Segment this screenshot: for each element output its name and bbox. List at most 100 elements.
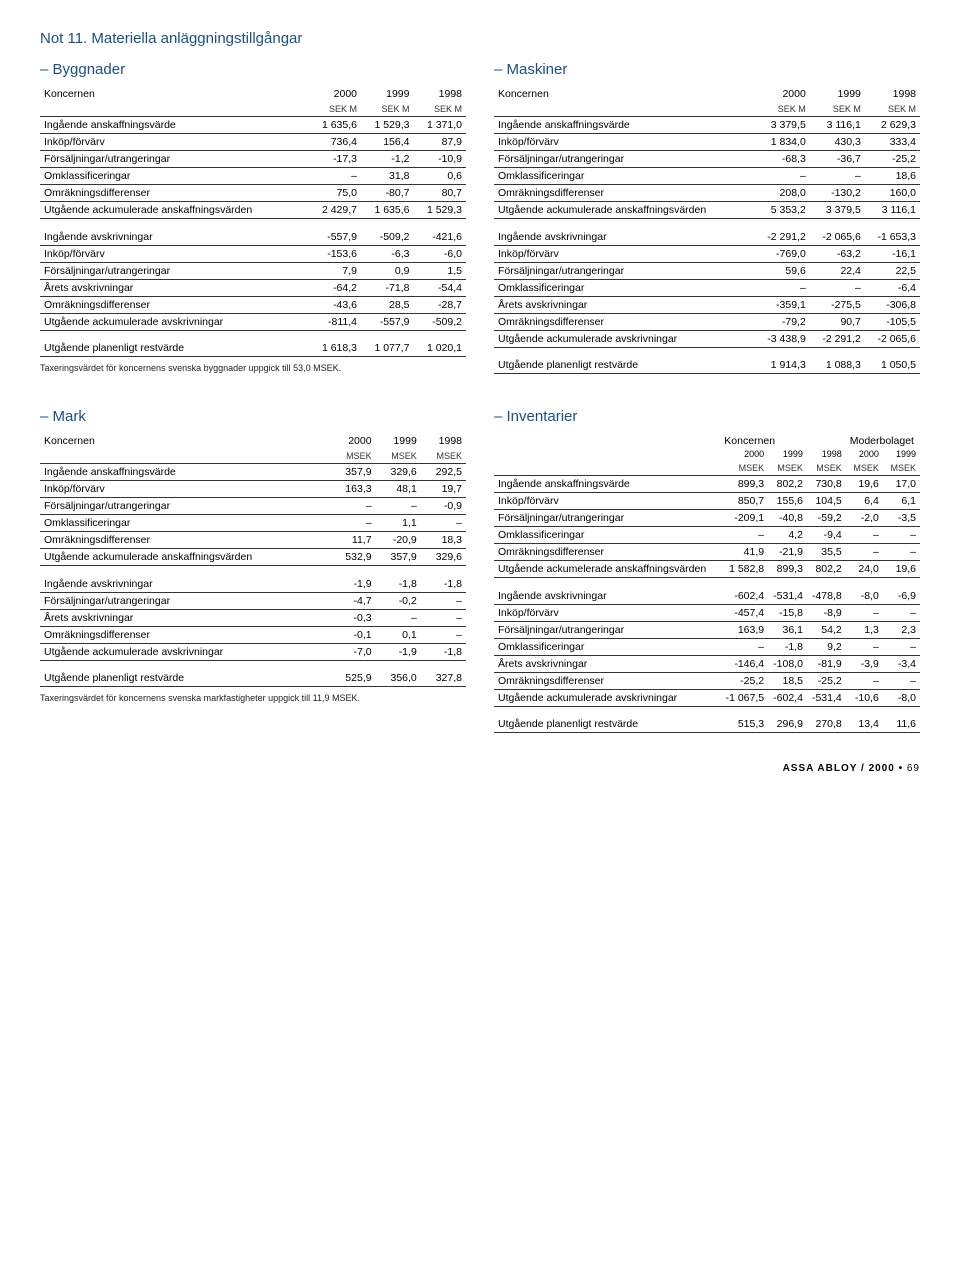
row-label: Utgående planenligt restvärde [40,670,330,687]
cell-value: 1 529,3 [361,117,413,134]
row-label: Inköp/förvärv [494,493,720,510]
row-label: Årets avskrivningar [494,296,755,313]
table-row: Omräkningsdifferenser-0,10,1– [40,626,466,643]
table-row: Omräkningsdifferenser-25,218,5-25,2–– [494,672,920,689]
cell-value: – [883,604,920,621]
cell-value: 7,9 [309,262,361,279]
row-label: Försäljningar/utrangeringar [40,592,330,609]
table-row: Försäljningar/utrangeringar59,622,422,5 [494,262,920,279]
cell-value: 19,6 [883,561,920,578]
table-row: Försäljningar/utrangeringar-68,3-36,7-25… [494,151,920,168]
cell-value: -81,9 [807,655,846,672]
cell-value: -146,4 [720,655,768,672]
row-label: Ingående avskrivningar [40,229,309,246]
cell-value: -509,2 [361,229,413,246]
cell-value: 1 914,3 [755,357,810,374]
cell-value: -9,4 [807,527,846,544]
cell-value: 35,5 [807,544,846,561]
cell-value: -130,2 [810,185,865,202]
row-label: Utgående ackumulerade avskrivningar [40,313,309,330]
cell-value: 11,6 [883,716,920,733]
th-unit: MSEK [376,449,421,464]
th-year: 1999 [883,447,920,461]
cell-value: 1 077,7 [361,340,413,357]
cell-value: 430,3 [810,134,865,151]
cell-value: -25,2 [720,672,768,689]
cell-value: 292,5 [421,464,466,481]
table-row: Inköp/förvärv1 834,0430,3333,4 [494,134,920,151]
cell-value: -25,2 [807,672,846,689]
cell-value: – [421,626,466,643]
cell-value: -21,9 [768,544,807,561]
tbody-mark-2: Ingående avskrivningar-1,9-1,8-1,8Försäl… [40,576,466,661]
cell-value: 1 529,3 [413,202,466,219]
cell-value: -602,4 [720,588,768,605]
cell-value: – [810,279,865,296]
table-maskiner: Koncernen 2000 1999 1998 SEK M SEK M SEK… [494,86,920,374]
th-year: 1999 [810,86,865,102]
th-year: 1999 [768,447,807,461]
cell-value: -457,4 [720,604,768,621]
table-row: Omräkningsdifferenser41,9-21,935,5–– [494,544,920,561]
th-unit: SEK M [413,102,466,117]
cell-value: 327,8 [421,670,466,687]
tbody-inv-1: Ingående anskaffningsvärde899,3802,2730,… [494,476,920,578]
th-unit: MSEK [768,461,807,476]
th-unit: SEK M [810,102,865,117]
footer-page: 69 [907,763,920,774]
cell-value: -359,1 [755,296,810,313]
table-row: Utgående ackumelerade anskaffningsvärden… [494,561,920,578]
cell-value: – [883,527,920,544]
cell-value: 1 834,0 [755,134,810,151]
tbody-inv-2: Ingående avskrivningar-602,4-531,4-478,8… [494,588,920,707]
table-row: Utgående planenligt restvärde525,9356,03… [40,670,466,687]
cell-value: 90,7 [810,313,865,330]
row-label: Utgående ackumulerade anskaffningsvärden [40,202,309,219]
row-label: Omklassificeringar [40,515,330,532]
tbody-maskiner-3: Utgående planenligt restvärde1 914,31 08… [494,357,920,374]
th-year: 1998 [413,86,466,102]
row-label: Utgående ackumulerade avskrivningar [40,643,330,660]
cell-value: -478,8 [807,588,846,605]
cell-value: -80,7 [361,185,413,202]
row-label: Utgående planenligt restvärde [40,340,309,357]
cell-value: 5 353,2 [755,202,810,219]
cell-value: -6,3 [361,245,413,262]
cell-value: – [376,609,421,626]
th-unit: SEK M [309,102,361,117]
cell-value: -6,4 [865,279,920,296]
row-label: Inköp/förvärv [40,481,330,498]
cell-value: 329,6 [376,464,421,481]
tbody-inv-3: Utgående planenligt restvärde515,3296,92… [494,716,920,733]
cell-value: 36,1 [768,621,807,638]
table-row: Utgående planenligt restvärde515,3296,92… [494,716,920,733]
cell-value: -3,5 [883,510,920,527]
cell-value: 4,2 [768,527,807,544]
table-row: Utgående planenligt restvärde1 914,31 08… [494,357,920,374]
cell-value: -8,0 [883,689,920,706]
row-label: Omräkningsdifferenser [40,296,309,313]
cell-value: – [330,515,375,532]
table-row: Ingående anskaffningsvärde899,3802,2730,… [494,476,920,493]
table-row: Omräkningsdifferenser11,7-20,918,3 [40,532,466,549]
cell-value: 104,5 [807,493,846,510]
tbody-byggnader-3: Utgående planenligt restvärde1 618,31 07… [40,340,466,357]
cell-value: -10,9 [413,151,466,168]
cell-value: 1,5 [413,262,466,279]
tbody-byggnader-1: Ingående anskaffningsvärde1 635,61 529,3… [40,117,466,219]
cell-value: 160,0 [865,185,920,202]
row-label: Omklassificeringar [40,168,309,185]
cell-value: 899,3 [720,476,768,493]
th-unit: MSEK [807,461,846,476]
cell-value: 163,9 [720,621,768,638]
th-group-moderbolaget: Moderbolaget [846,433,920,447]
row-label: Inköp/förvärv [494,245,755,262]
cell-value: -6,0 [413,245,466,262]
table-row: Omklassificeringar–4,2-9,4–– [494,527,920,544]
tbody-maskiner-2: Ingående avskrivningar-2 291,2-2 065,6-1… [494,229,920,348]
cell-value: 1 582,8 [720,561,768,578]
footer-year: 2000 [869,763,895,774]
cell-value: 850,7 [720,493,768,510]
cell-value: 18,5 [768,672,807,689]
cell-value: 296,9 [768,716,807,733]
